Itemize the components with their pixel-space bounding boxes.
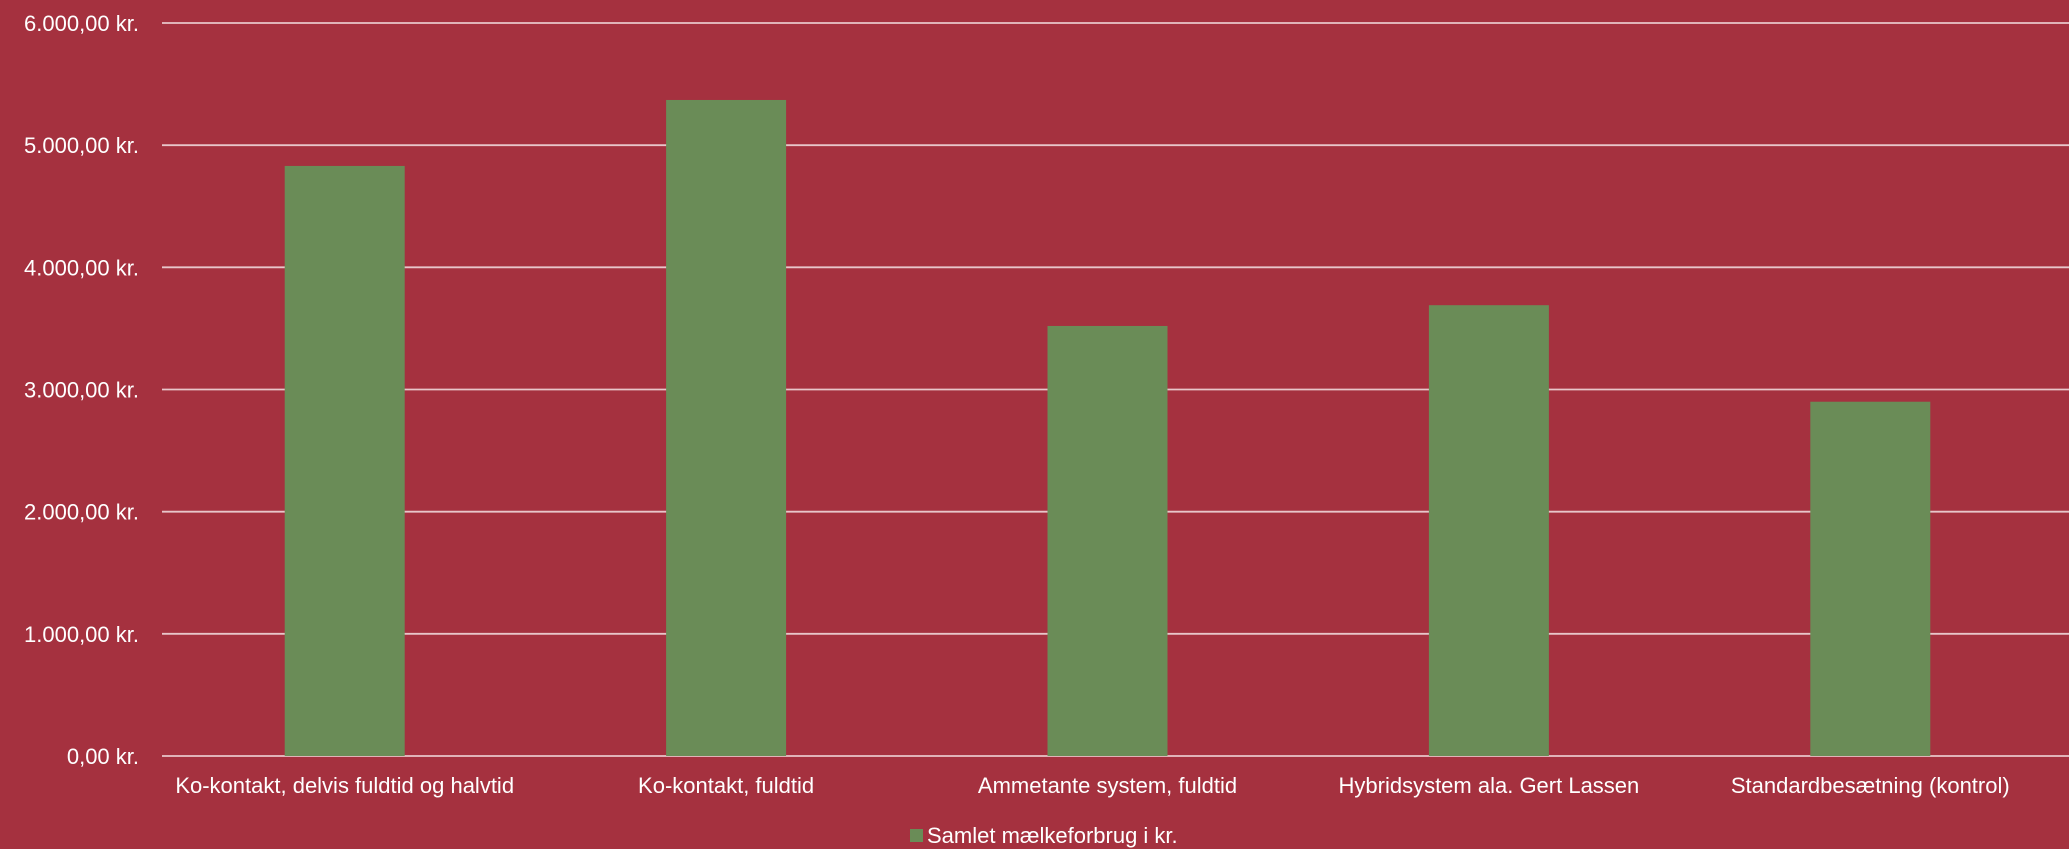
y-axis-tick-labels: 0,00 kr. 1.000,00 kr. 2.000,00 kr. 3.000,00… bbox=[24, 11, 139, 769]
y-tick-label: 2.000,00 kr. bbox=[24, 500, 139, 525]
bar bbox=[285, 166, 405, 756]
bar bbox=[1429, 305, 1549, 756]
bar bbox=[1048, 326, 1168, 756]
y-tick-label: 5.000,00 kr. bbox=[24, 133, 139, 158]
legend: Samlet mælkeforbrug i kr. bbox=[910, 823, 1178, 848]
y-tick-label: 6.000,00 kr. bbox=[24, 11, 139, 36]
x-tick-label: Ko-kontakt, delvis fuldtid og halvtid bbox=[175, 773, 514, 798]
legend-swatch bbox=[910, 829, 923, 842]
x-tick-label: Standardbesætning (kontrol) bbox=[1731, 773, 2010, 798]
y-tick-label: 3.000,00 kr. bbox=[24, 378, 139, 403]
bar bbox=[1810, 402, 1930, 756]
x-tick-label: Ammetante system, fuldtid bbox=[978, 773, 1237, 798]
legend-label: Samlet mælkeforbrug i kr. bbox=[927, 823, 1178, 848]
y-tick-label: 1.000,00 kr. bbox=[24, 622, 139, 647]
x-tick-label: Ko-kontakt, fuldtid bbox=[638, 773, 814, 798]
bar bbox=[666, 100, 786, 756]
y-tick-label: 0,00 kr. bbox=[67, 744, 139, 769]
x-tick-label: Hybridsystem ala. Gert Lassen bbox=[1339, 773, 1640, 798]
x-axis-tick-labels: Ko-kontakt, delvis fuldtid og halvtid Ko-… bbox=[175, 773, 2009, 798]
bars bbox=[285, 100, 1931, 756]
y-tick-label: 4.000,00 kr. bbox=[24, 255, 139, 280]
